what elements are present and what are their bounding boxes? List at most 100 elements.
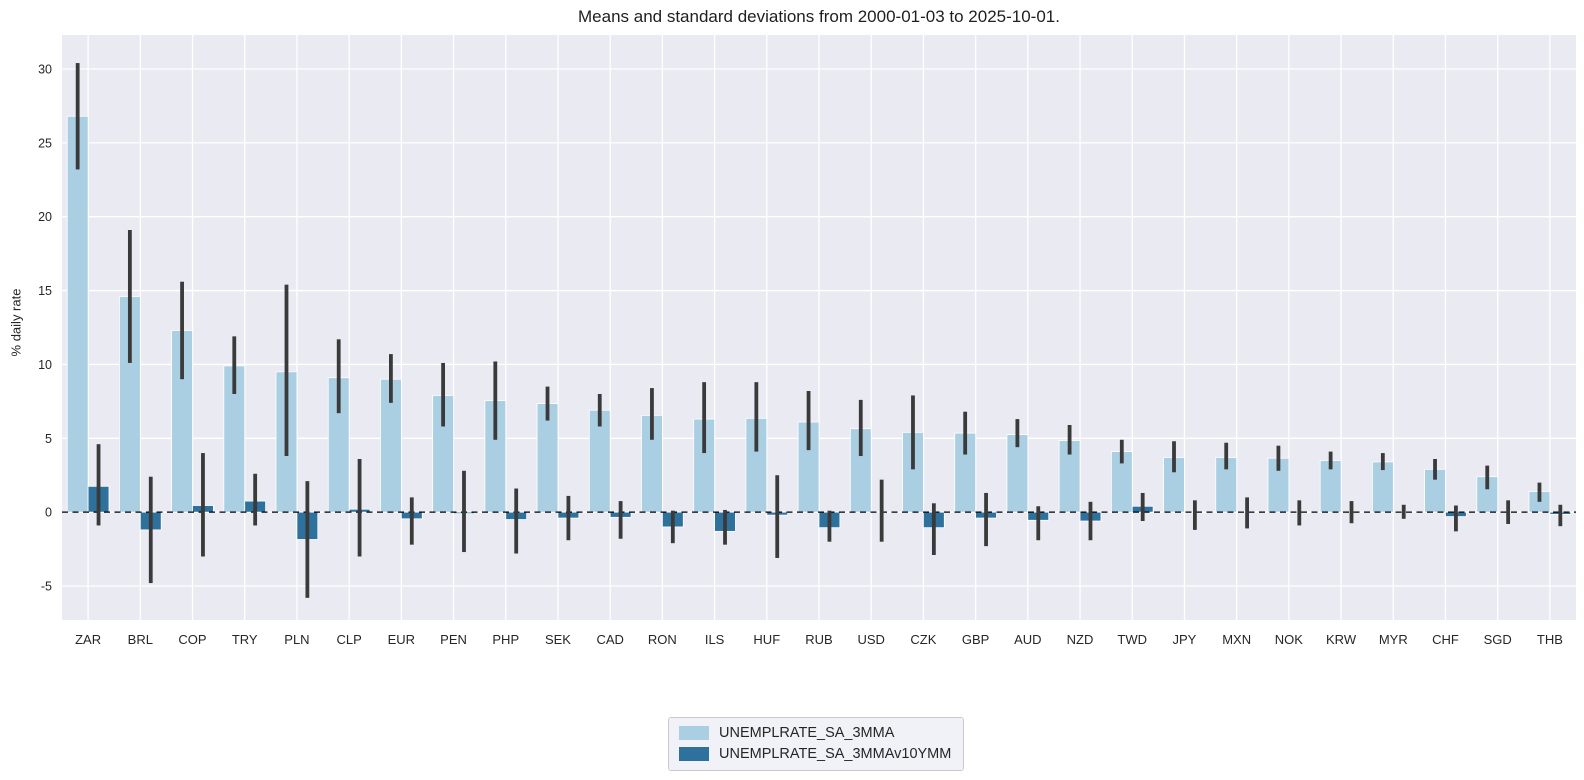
x-tick-label: TWD	[1117, 632, 1147, 647]
error-bar-CHF	[1454, 505, 1458, 532]
error-bar-CAD	[597, 393, 602, 427]
error-bar-SEK	[545, 386, 550, 421]
error-bar-ZAR	[75, 63, 80, 170]
error-bar-TWD	[1119, 439, 1124, 464]
x-tick-label: CLP	[336, 632, 361, 647]
x-tick-label: SEK	[545, 632, 571, 647]
error-bar-KRW	[1349, 501, 1354, 524]
error-bar-COP	[180, 281, 184, 380]
error-bar-CLP	[336, 339, 341, 414]
x-tick-label: AUD	[1014, 632, 1041, 647]
bar-ZAR-mean	[66, 115, 89, 513]
x-tick-label: JPY	[1173, 632, 1197, 647]
x-tick-label: PEN	[440, 632, 467, 647]
error-bar-COP	[201, 453, 205, 557]
x-tick-label: COP	[178, 632, 206, 647]
x-tick-label: USD	[857, 632, 884, 647]
error-bar-USD	[879, 479, 884, 542]
error-bar-NOK	[1297, 500, 1302, 526]
x-tick-label: BRL	[128, 632, 153, 647]
error-bar-MXN	[1224, 442, 1229, 470]
error-bar-THB	[1537, 482, 1542, 502]
error-bar-MYR	[1380, 453, 1385, 471]
y-tick-label: 10	[38, 358, 52, 372]
y-tick-label: 0	[45, 506, 52, 520]
y-tick-label: 5	[45, 432, 52, 446]
legend-label-series-2: UNEMPLRATE_SA_3MMAv10YMM	[719, 746, 952, 762]
y-tick-label: 15	[38, 284, 52, 298]
legend: UNEMPLRATE_SA_3MMA UNEMPLRATE_SA_3MMAv10…	[668, 717, 965, 771]
error-bar-BRL	[148, 476, 153, 584]
x-tick-label: CZK	[910, 632, 936, 647]
error-bar-USD	[858, 399, 863, 457]
error-bar-SGD	[1485, 465, 1490, 490]
error-bar-RUB	[827, 510, 832, 542]
error-bar-AUD	[1036, 506, 1041, 541]
x-tick-label: TRY	[232, 632, 258, 647]
error-bar-NZD	[1088, 501, 1093, 541]
chart-title: Means and standard deviations from 2000-…	[578, 7, 1060, 26]
error-bar-NOK	[1276, 445, 1281, 471]
error-bar-AUD	[1015, 419, 1020, 448]
error-bar-MYR	[1401, 504, 1406, 519]
error-bar-PHP	[493, 361, 498, 440]
x-tick-label: MYR	[1379, 632, 1408, 647]
x-tick-label: MXN	[1222, 632, 1251, 647]
x-tick-label: GBP	[962, 632, 989, 647]
y-tick-label: 30	[38, 62, 52, 76]
error-bar-GBP	[984, 492, 988, 547]
x-tick-label: ILS	[705, 632, 725, 647]
legend-item-series-1: UNEMPLRATE_SA_3MMA	[679, 725, 951, 741]
error-bar-ZAR	[96, 444, 101, 526]
error-bar-THB	[1558, 504, 1563, 527]
error-bar-SGD	[1506, 500, 1511, 524]
x-tick-label: EUR	[388, 632, 415, 647]
error-bar-CZK	[931, 503, 936, 555]
y-tick-label: -5	[41, 580, 52, 594]
error-bar-CHF	[1433, 458, 1437, 480]
x-tick-label: PLN	[284, 632, 309, 647]
x-tick-label: ZAR	[75, 632, 101, 647]
error-bar-EUR	[389, 354, 393, 403]
error-bar-KRW	[1328, 451, 1333, 470]
x-tick-label: SGD	[1484, 632, 1512, 647]
error-bar-GBP	[963, 411, 968, 455]
error-bar-PLN	[284, 284, 289, 457]
error-bar-TWD	[1140, 492, 1145, 522]
error-bar-RON	[670, 510, 675, 544]
error-bar-CZK	[911, 395, 915, 470]
error-bar-PEN	[441, 362, 446, 427]
x-tick-label: RUB	[805, 632, 832, 647]
legend-item-series-2: UNEMPLRATE_SA_3MMAv10YMM	[679, 746, 951, 762]
x-tick-label: NZD	[1067, 632, 1094, 647]
y-tick-label: 25	[38, 136, 52, 150]
error-bar-ILS	[723, 509, 727, 545]
x-tick-label: THB	[1537, 632, 1563, 647]
error-bar-TRY	[253, 473, 258, 526]
error-bar-ILS	[702, 382, 707, 454]
error-bar-BRL	[127, 230, 132, 363]
error-bar-JPY	[1172, 441, 1176, 473]
error-bar-NZD	[1067, 425, 1072, 455]
x-tick-label: HUF	[753, 632, 780, 647]
x-tick-label: PHP	[492, 632, 519, 647]
x-tick-label: NOK	[1275, 632, 1304, 647]
error-bar-PLN	[305, 481, 310, 598]
y-tick-label: 20	[38, 210, 52, 224]
legend-swatch-dark-series	[679, 747, 709, 761]
error-bar-HUF	[775, 475, 780, 558]
x-tick-label: RON	[648, 632, 677, 647]
error-bar-CLP	[357, 458, 362, 557]
error-bar-HUF	[754, 382, 759, 452]
error-bar-EUR	[409, 497, 414, 545]
error-bar-CAD	[618, 501, 623, 539]
bar-chart-canvas: -5 0 5 10 15 20 25 30 ZAR BRL COP TRY PLN CLP EUR PEN PH…	[38, 35, 1576, 647]
legend-swatch-light-series	[679, 726, 709, 740]
error-bar-RON	[650, 388, 654, 440]
error-bar-PEN	[462, 470, 466, 553]
error-bar-SEK	[566, 495, 571, 541]
x-tick-label: CHF	[1432, 632, 1459, 647]
x-tick-label: CAD	[596, 632, 623, 647]
error-bar-MXN	[1245, 497, 1249, 529]
